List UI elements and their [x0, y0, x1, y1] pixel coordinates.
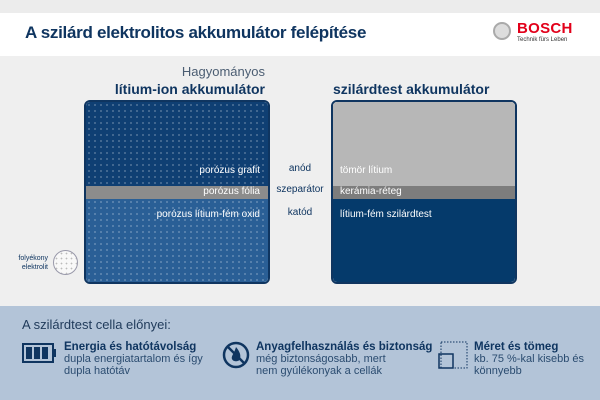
legend-line1: folyékony	[18, 255, 48, 262]
advantage-text: dupla hatótáv	[64, 365, 131, 377]
advantage-size: Méret és tömeg kb. 75 %-kal kisebb és kö…	[474, 341, 584, 377]
left-title: lítium-ion akkumulátor	[114, 81, 265, 97]
solid-state-cell: tömör lítium kerámia-réteg lítium-fém sz…	[331, 100, 517, 284]
advantage-text: könnyebb	[474, 365, 522, 377]
anode-label: tömör lítium	[340, 165, 393, 176]
battery-icon	[22, 343, 56, 363]
advantage-text: kb. 75 %-kal kisebb és	[474, 353, 585, 365]
cathode-text: katód	[287, 207, 313, 218]
separator-text: szeparátor	[276, 184, 324, 195]
legend-line2: elektrolit	[21, 264, 48, 271]
advantage-safety: Anyagfelhasználás és biztonság még bizto…	[256, 341, 432, 377]
anode-layer	[333, 102, 515, 186]
bosch-armature-icon	[493, 22, 511, 40]
separator-label: porózus fólia	[203, 186, 260, 197]
advantages-title: A szilárdtest cella előnyei:	[22, 317, 171, 332]
advantage-heading: Anyagfelhasználás és biztonság	[256, 341, 433, 353]
header: A szilárd elektrolitos akkumulátor felép…	[0, 13, 600, 56]
right-title: szilárdtest akkumulátor	[333, 81, 490, 97]
cathode-layer	[86, 199, 268, 282]
separator-layer	[86, 186, 268, 199]
top-band	[0, 0, 600, 13]
anode-layer	[86, 102, 268, 186]
li-ion-cell: porózus grafit porózus fólia porózus lít…	[84, 100, 270, 284]
electrolyte-legend-icon	[53, 250, 78, 275]
size-icon	[438, 341, 468, 369]
advantage-heading: Energia és hatótávolság	[64, 341, 197, 353]
advantage-text: még biztonságosabb, mert	[256, 353, 386, 365]
anode-label: porózus grafit	[199, 165, 260, 176]
brand-tagline: Technik fürs Leben	[517, 37, 568, 43]
advantage-text: nem gyúlékonyak a cellák	[256, 365, 382, 377]
page-title: A szilárd elektrolitos akkumulátor felép…	[25, 23, 367, 42]
advantage-heading: Méret és tömeg	[474, 341, 559, 353]
anode-text: anód	[288, 163, 312, 174]
cathode-layer	[333, 199, 515, 282]
separator-label: kerámia-réteg	[340, 186, 402, 197]
cathode-label: lítium-fém szilárdtest	[340, 209, 432, 220]
advantage-energy: Energia és hatótávolság dupla energiatar…	[64, 341, 203, 377]
separator-layer	[333, 186, 515, 199]
advantage-text: dupla energiatartalom és így	[64, 353, 203, 365]
no-fire-icon	[222, 341, 250, 369]
advantages-panel: A szilárdtest cella előnyei: Energia és …	[0, 306, 600, 400]
left-subtitle: Hagyományos	[181, 64, 265, 79]
legend-label: folyékony elektrolit	[10, 254, 48, 272]
brand-name: BOSCH	[517, 20, 573, 37]
diagram: Hagyományos lítium-ion akkumulátor szilá…	[0, 56, 600, 306]
cathode-label: porózus lítium-fém oxid	[156, 209, 260, 220]
